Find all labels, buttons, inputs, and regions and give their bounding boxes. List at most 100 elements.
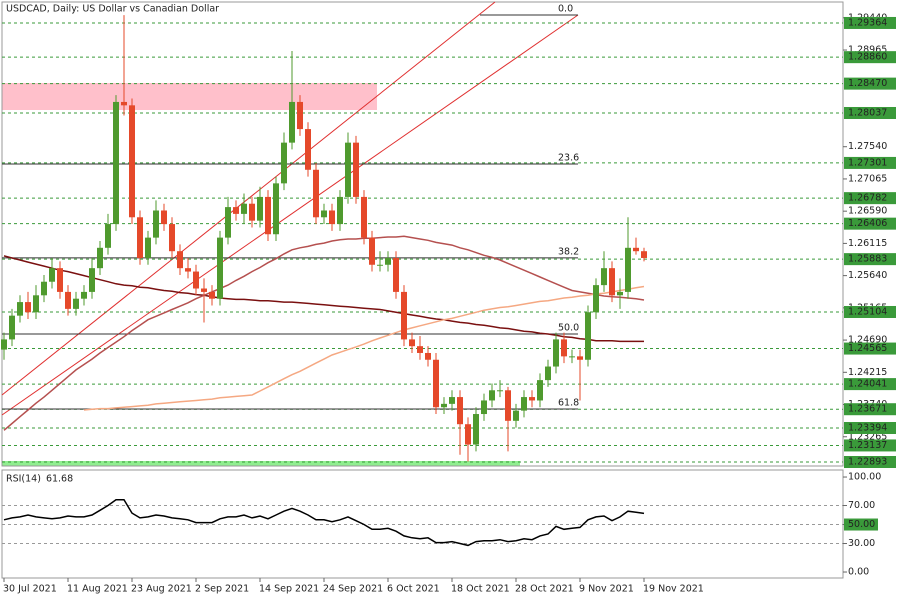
level-label: 1.28037: [848, 107, 887, 118]
candle-body: [545, 366, 551, 381]
candle-body: [577, 356, 583, 360]
candle-body: [481, 400, 487, 415]
candle-body: [297, 101, 303, 130]
candle-body: [233, 207, 239, 214]
candle-body: [633, 247, 639, 252]
candle-body: [553, 339, 559, 367]
candle-body: [617, 291, 623, 296]
level-label: 1.23394: [848, 423, 887, 434]
candle-body: [137, 217, 143, 258]
level-label-box: [844, 305, 896, 318]
candle-body: [217, 237, 223, 299]
candle-body: [193, 271, 199, 289]
candle-body: [529, 397, 535, 401]
fib-label: 0.0: [558, 3, 573, 14]
candle-body: [177, 251, 183, 269]
x-tick-label: 23 Aug 2021: [131, 584, 192, 595]
level-label: 1.26782: [848, 193, 887, 204]
level-label: 1.23671: [848, 404, 887, 415]
demand-zone: [2, 461, 520, 466]
candle-body: [385, 257, 391, 265]
candle-body: [9, 315, 15, 340]
candle-body: [321, 210, 327, 218]
candle-body: [609, 268, 615, 296]
level-label-box: [844, 16, 896, 29]
candle-body: [449, 397, 455, 404]
candle-body: [281, 142, 287, 184]
candle-body: [201, 288, 207, 292]
candle-body: [625, 247, 631, 292]
rsi-title: RSI(14): [6, 474, 41, 485]
candle-body: [185, 268, 191, 272]
x-tick-label: 9 Nov 2021: [579, 584, 634, 595]
level-label-box: [844, 51, 896, 64]
fib-label: 61.8: [558, 397, 579, 408]
moving-average: [83, 285, 645, 411]
candle-body: [521, 397, 527, 411]
fib-label: 38.2: [558, 246, 579, 257]
candle-body: [473, 414, 479, 445]
y-tick-label: 1.26115: [848, 238, 887, 249]
candle-body: [209, 291, 215, 299]
x-tick-label: 11 Aug 2021: [67, 584, 128, 595]
candle-body: [65, 291, 71, 309]
candle-body: [241, 203, 247, 214]
y-tick-label: 1.28965: [848, 45, 887, 56]
candle-body: [425, 352, 431, 360]
candle-body: [265, 196, 271, 235]
candle-body: [105, 224, 111, 248]
candle-body: [289, 101, 295, 143]
level-label: 1.28860: [848, 52, 887, 63]
rsi-panel: [1, 469, 844, 579]
candle-body: [33, 295, 39, 313]
candle-body: [1, 339, 7, 350]
level-label-box: [844, 77, 896, 90]
candle-body: [457, 397, 463, 425]
candle-body: [377, 264, 383, 266]
candle-body: [89, 268, 95, 292]
candle-body: [81, 291, 87, 299]
supply-zone: [2, 83, 377, 110]
candle-body: [401, 291, 407, 340]
level-label-box: [844, 439, 896, 452]
candle-body: [465, 424, 471, 445]
y-tick-label: 30.00: [848, 538, 875, 549]
y-tick-label: 100.00: [848, 472, 881, 483]
y-tick-label: 1.23265: [848, 431, 887, 442]
y-tick-label: 1.24215: [848, 367, 887, 378]
candle-body: [505, 390, 511, 421]
candle-body: [393, 257, 399, 292]
x-tick-label: 14 Sep 2021: [259, 584, 319, 595]
candle-body: [641, 251, 647, 258]
level-label-box: [844, 192, 896, 205]
candle-body: [153, 210, 159, 238]
level-label: 1.22893: [848, 456, 887, 467]
candle-body: [161, 210, 167, 225]
candle-body: [409, 339, 415, 347]
candle-body: [561, 339, 567, 357]
level-label: 1.25883: [848, 254, 887, 265]
level-label-box: [844, 403, 896, 416]
level-label: 1.24565: [848, 343, 887, 354]
level-label: 1.29364: [848, 17, 887, 28]
y-tick-label: 50.00: [848, 519, 875, 530]
x-tick-label: 28 Oct 2021: [515, 584, 574, 595]
price-panel: [1, 1, 844, 467]
candle-body: [369, 237, 375, 265]
level-label: 1.23137: [848, 440, 887, 451]
candle-body: [417, 346, 423, 353]
candle-body: [313, 169, 319, 218]
candle-body: [593, 285, 599, 313]
y-tick-label: 0.00: [848, 567, 869, 578]
level-label: 1.25104: [848, 306, 887, 317]
rsi-line: [3, 499, 645, 547]
candle-body: [585, 312, 591, 360]
moving-average: [3, 255, 644, 343]
candle-body: [305, 129, 311, 170]
level-label-box: [844, 455, 896, 468]
candle-body: [145, 237, 151, 258]
y-tick-label: 1.27065: [848, 173, 887, 184]
moving-average: [3, 235, 645, 431]
candle-body: [433, 359, 439, 408]
